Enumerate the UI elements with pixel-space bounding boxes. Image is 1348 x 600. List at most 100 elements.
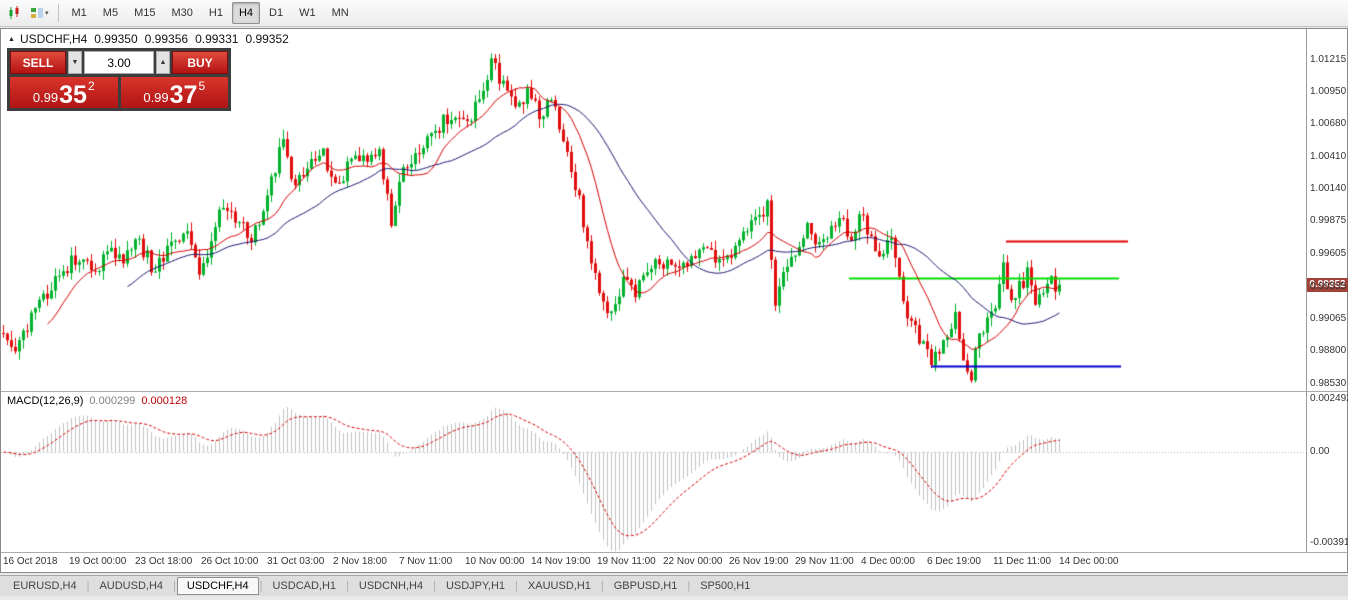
chart-tab-xauusd-h1[interactable]: XAUUSD,H1 [527, 580, 591, 592]
tab-separator: | [600, 580, 604, 592]
price-axis-label: 1.01215 [1310, 54, 1347, 65]
tab-separator: | [173, 580, 176, 592]
time-axis-label: 26 Oct 10:00 [201, 556, 259, 567]
chevron-down-icon: ▾ [45, 10, 49, 17]
toolbar-separator [57, 4, 59, 22]
trade-prices-row: 0.99 35 2 0.99 37 5 [10, 77, 228, 108]
ohlc-close: 0.99352 [245, 32, 289, 46]
time-axis-label: 14 Nov 19:00 [531, 556, 591, 567]
price-axis-label: 1.00950 [1310, 86, 1347, 97]
time-axis-label: 10 Nov 00:00 [465, 556, 525, 567]
time-axis-label: 16 Oct 2018 [3, 556, 58, 567]
chart-tab-usdcad-h1[interactable]: USDCAD,H1 [272, 580, 337, 592]
timeframe-button-h4[interactable]: H4 [231, 2, 261, 24]
price-axis-label: 0.99875 [1310, 215, 1347, 226]
time-axis-label: 22 Nov 00:00 [663, 556, 723, 567]
tab-separator: | [687, 580, 691, 592]
timeframe-button-h1[interactable]: H1 [208, 7, 223, 19]
time-axis-label: 11 Dec 11:00 [993, 556, 1052, 567]
volume-decrease-button[interactable]: ▼ [68, 51, 82, 74]
time-axis-label: 7 Nov 11:00 [399, 556, 453, 567]
one-click-trading-panel: SELL ▼ 3.00 ▲ BUY 0.99 35 2 0.99 37 5 [7, 48, 231, 111]
sell-price-prefix: 0.99 [32, 90, 59, 105]
chart-title: ▲ USDCHF,H4 0.99350 0.99356 0.99331 0.99… [8, 32, 289, 46]
chart-tab-gbpusd-h1[interactable]: GBPUSD,H1 [613, 580, 678, 592]
macd-chart-canvas[interactable] [1, 392, 1306, 552]
macd-signal-value: 0.000128 [141, 395, 188, 407]
price-axis-label: 1.00410 [1310, 151, 1347, 162]
timeframe-group: M1 M5 M15 M30 H1 H4 D1 W1 MN [64, 2, 357, 24]
sell-button[interactable]: SELL [10, 51, 66, 74]
timeframe-button-m30[interactable]: M30 [171, 7, 193, 19]
macd-indicator-label: MACD(12,26,9) 0.000299 0.000128 [7, 395, 187, 407]
chart-tabs-bar: EURUSD,H4 | AUDUSD,H4 | USDCHF,H4 | USDCAD,H1 |… [0, 575, 1348, 596]
ohlc-open: 0.99350 [94, 32, 138, 46]
price-axis-label: 1.00680 [1310, 118, 1347, 129]
time-axis-label: 2 Nov 18:00 [333, 556, 387, 567]
candlestick-chart-icon [9, 6, 19, 19]
price-axis-label: 1.00140 [1310, 183, 1347, 194]
time-axis-label: 4 Dec 00:00 [861, 556, 915, 567]
time-axis-label: 14 Dec 00:00 [1059, 556, 1119, 567]
macd-axis-label: 0.002492 [1310, 393, 1348, 404]
chart-tab-usdjpy-h1[interactable]: USDJPY,H1 [445, 580, 506, 592]
indicator-template-icon [31, 8, 43, 18]
time-axis-label: 19 Nov 11:00 [597, 556, 656, 567]
price-axis-label: 0.99335 [1310, 281, 1347, 292]
sell-price-pipette: 2 [87, 79, 95, 93]
sell-price-big: 35 [59, 81, 87, 109]
chart-type-button[interactable] [4, 1, 26, 25]
trade-controls-row: SELL ▼ 3.00 ▲ BUY [10, 51, 228, 74]
macd-axis-label: -0.003913 [1310, 537, 1348, 548]
current-price-badge: 0.99352 [1307, 278, 1348, 292]
toolbar: ▾ M1 M5 M15 M30 H1 H4 D1 W1 MN [0, 0, 1348, 27]
price-axis-label: 0.98800 [1310, 345, 1347, 356]
chart-symbol-label: USDCHF,H4 [19, 32, 88, 46]
ohlc-low: 0.99331 [195, 32, 239, 46]
timeframe-button-m1[interactable]: M1 [71, 7, 87, 19]
price-axis-label: 0.99065 [1310, 313, 1347, 324]
volume-increase-button[interactable]: ▲ [156, 51, 170, 74]
sell-price-display[interactable]: 0.99 35 2 [10, 77, 118, 108]
buy-price-pipette: 5 [198, 79, 206, 93]
volume-input[interactable]: 3.00 [84, 51, 154, 74]
tab-separator: | [515, 580, 518, 592]
tab-separator: | [346, 580, 349, 592]
ohlc-high: 0.99356 [144, 32, 189, 46]
price-axis-label: 0.98530 [1310, 378, 1347, 389]
macd-name: MACD(12,26,9) [7, 395, 84, 407]
chart-area: ▲ USDCHF,H4 0.99350 0.99356 0.99331 0.99… [0, 28, 1348, 573]
timeframe-button-mn[interactable]: MN [331, 7, 349, 19]
macd-axis-label: 0.00 [1310, 446, 1330, 457]
time-axis-separator [1, 552, 1347, 553]
timeframe-button-m15[interactable]: M15 [134, 7, 156, 19]
timeframe-button-m5[interactable]: M5 [102, 7, 119, 19]
price-axis-label: 0.99605 [1310, 248, 1347, 259]
macd-main-value: 0.000299 [89, 395, 136, 407]
collapse-triangle-icon[interactable]: ▲ [8, 35, 15, 43]
chart-template-button[interactable]: ▾ [26, 1, 53, 25]
time-axis-label: 23 Oct 18:00 [135, 556, 193, 567]
chart-tab-usdchf-h4[interactable]: USDCHF,H4 [176, 577, 259, 595]
price-axis-line [1306, 29, 1307, 552]
time-axis-label: 29 Nov 11:00 [795, 556, 854, 567]
chart-tab-audusd-h4[interactable]: AUDUSD,H4 [99, 580, 164, 592]
chart-tab-sp500-h1[interactable]: SP500,H1 [700, 580, 751, 592]
timeframe-button-d1[interactable]: D1 [269, 7, 284, 19]
buy-price-display[interactable]: 0.99 37 5 [120, 77, 228, 109]
timeframe-button-w1[interactable]: W1 [299, 7, 316, 19]
tab-separator: | [433, 580, 436, 592]
indicator-splitter[interactable] [1, 391, 1347, 392]
buy-price-big: 37 [169, 81, 198, 109]
buy-price-prefix: 0.99 [143, 90, 169, 105]
chart-tab-usdcnh-h4[interactable]: USDCNH,H4 [358, 580, 424, 592]
tab-separator: | [86, 580, 90, 592]
buy-button[interactable]: BUY [172, 51, 228, 74]
time-axis-label: 6 Dec 19:00 [927, 556, 981, 567]
time-axis-label: 31 Oct 03:00 [267, 556, 325, 567]
tab-separator: | [259, 580, 263, 592]
time-axis-label: 26 Nov 19:00 [729, 556, 789, 567]
chart-tab-eurusd-h4[interactable]: EURUSD,H4 [13, 580, 77, 592]
time-axis-label: 19 Oct 00:00 [69, 556, 127, 567]
